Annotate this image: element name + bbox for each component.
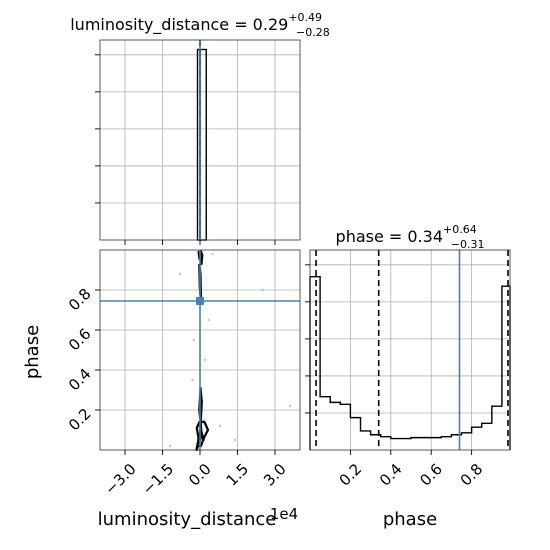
sample-point — [168, 444, 172, 448]
histogram-marks — [309, 250, 511, 450]
truth-marker — [196, 297, 204, 305]
x-tick-label: 3.0 — [260, 460, 290, 490]
luminosity-distance-title: luminosity_distance = 0.29+0.49 −0.28 — [70, 11, 330, 39]
x-tick-label: 0.2 — [336, 460, 366, 490]
x-tick-label: 1.5 — [223, 460, 253, 490]
ticks — [95, 54, 276, 245]
y-tick-label: 0.2 — [65, 405, 95, 435]
y-tick-label: 0.4 — [65, 365, 95, 395]
x-tick-label: 0.8 — [457, 460, 487, 490]
x-tick-label: −3.0 — [101, 460, 139, 498]
sample-point — [288, 404, 292, 408]
histogram-marks — [196, 40, 207, 241]
title-sup: +0.49 — [288, 11, 322, 24]
phase-title: phase = 0.34+0.64 −0.31 — [336, 223, 485, 251]
title-sup: +0.64 — [443, 223, 477, 236]
ticks: −3.0 −1.5 0.0 1.5 3.0 0.2 0.4 0.6 0.8 — [65, 285, 290, 499]
panel-frame — [309, 249, 511, 451]
sample-point — [207, 318, 210, 322]
x-tick-label: 0.6 — [416, 460, 446, 490]
sample-point — [218, 424, 222, 428]
density-contour — [195, 420, 210, 452]
sample-point — [233, 438, 237, 442]
y-tick-label: 0.6 — [65, 325, 95, 355]
luminosity-distance-x-axis-label: luminosity_distance — [98, 509, 277, 530]
sample-point — [191, 378, 194, 382]
x-tick-label: −1.5 — [139, 460, 177, 498]
y-tick-label: 0.8 — [65, 285, 95, 315]
sample-point — [178, 272, 182, 276]
histogram-bin — [199, 48, 207, 241]
title-main: phase = 0.34 — [336, 227, 443, 246]
x-offset-text: 1e4 — [270, 505, 298, 523]
sample-point — [192, 338, 195, 342]
phase-histogram-panel: 0.2 0.4 0.6 0.8 phase = 0.34+0.64 −0.31 phas… — [305, 223, 511, 530]
histogram-step — [309, 275, 511, 450]
distance-phase-2d-panel: −3.0 −1.5 0.0 1.5 3.0 0.2 0.4 0.6 0.8 luminosity… — [22, 249, 301, 530]
x-tick-label: 0.0 — [185, 460, 215, 490]
x-tick-label: 0.4 — [376, 460, 406, 490]
luminosity-distance-histogram-panel: luminosity_distance = 0.29+0.49 −0.28 — [70, 11, 330, 245]
phase-x-axis-label: phase — [383, 509, 437, 530]
sample-point — [203, 358, 207, 362]
sample-point — [261, 288, 264, 292]
grid — [310, 250, 510, 450]
title-sub: −0.31 — [451, 238, 485, 251]
phase-y-axis-label: phase — [22, 325, 43, 379]
sample-point — [211, 252, 214, 256]
title-main: luminosity_distance = 0.29 — [70, 15, 288, 35]
title-sub: −0.28 — [296, 26, 330, 39]
2d-marks — [100, 249, 300, 452]
sample-point — [202, 418, 205, 422]
